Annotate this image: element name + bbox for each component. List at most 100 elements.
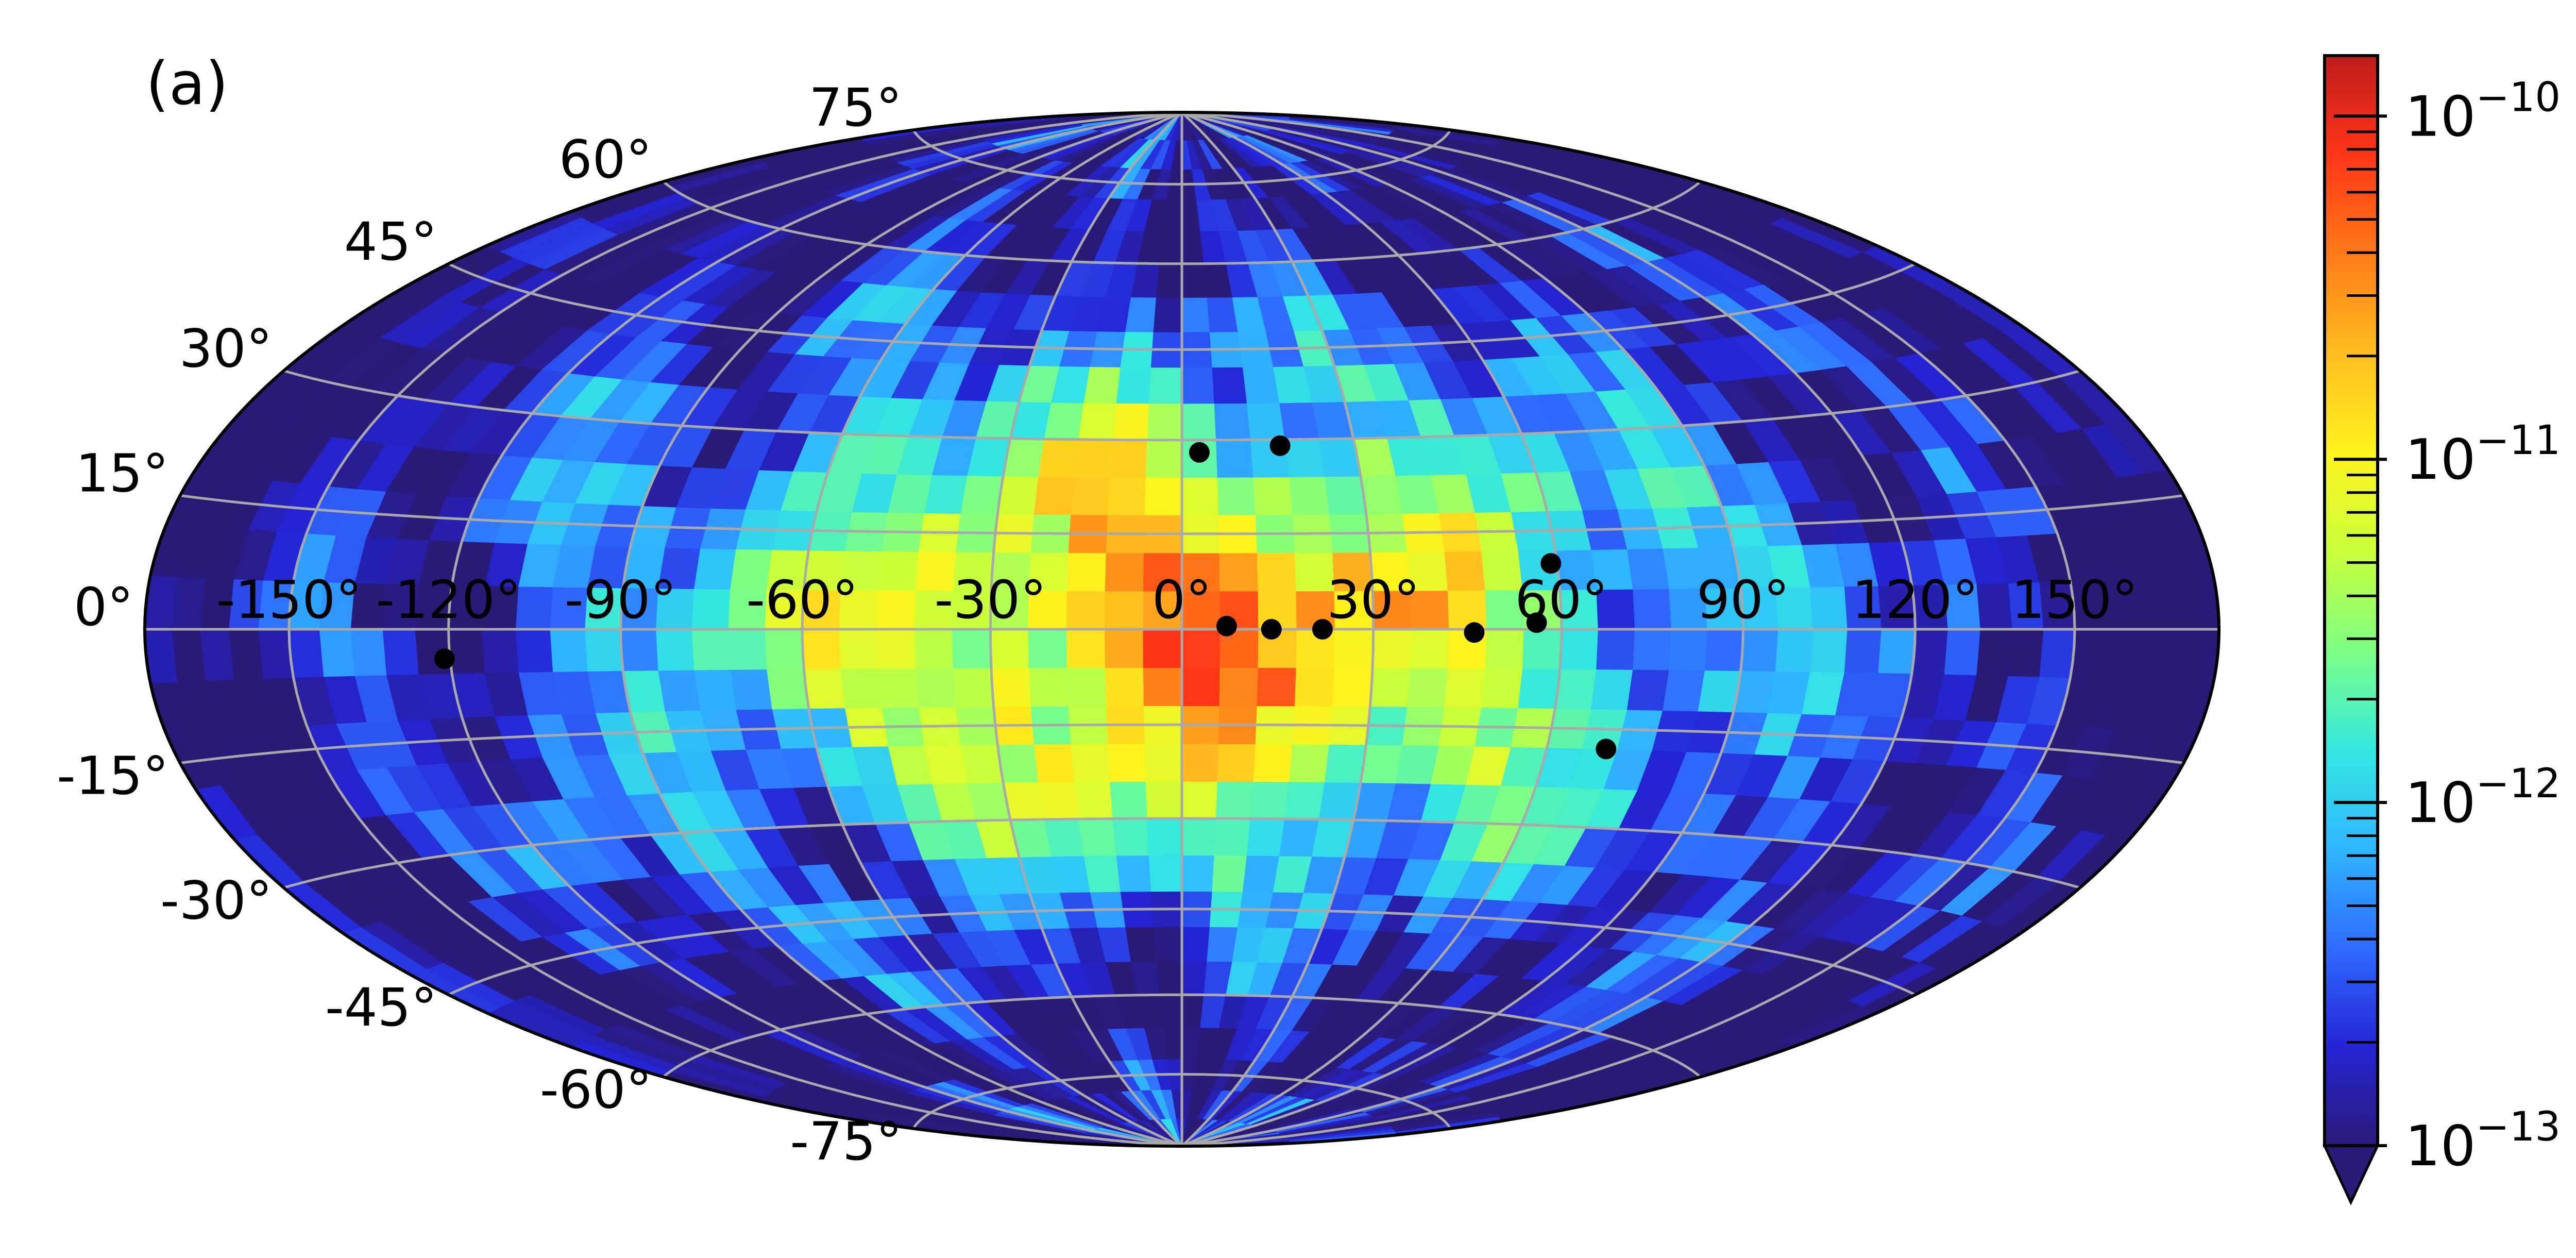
heatmap-cell xyxy=(1216,439,1254,478)
heatmap-cell xyxy=(1110,781,1148,819)
heatmap-cell xyxy=(350,629,387,676)
heatmap-cell xyxy=(802,629,841,669)
heatmap-cell xyxy=(1181,263,1208,298)
latitude-tick-label: -15° xyxy=(57,746,169,807)
graticule-grid xyxy=(145,112,2219,1146)
map-outline xyxy=(143,111,2221,1148)
heatmap-cell xyxy=(1810,629,1849,673)
colorbar-tick-label: 10−12 xyxy=(2405,761,2561,835)
latitude-labels: 75° 60° 45° 30° 15° 0° -15° -30° -45° -60° -75° xyxy=(57,77,902,1172)
source-marker xyxy=(1312,619,1333,640)
heatmap-cell xyxy=(1626,669,1670,711)
heatmap-cell xyxy=(1181,781,1218,819)
heatmap-cell xyxy=(1212,854,1248,892)
heatmap-cell xyxy=(1181,366,1215,404)
heatmap-cell xyxy=(1066,552,1107,592)
heatmap-cell xyxy=(1181,743,1219,782)
heatmap-cell xyxy=(960,475,1004,514)
colorbar-major-ticks: 10−10 10−11 10−12 10−13 xyxy=(2334,74,2561,1179)
heatmap-cell xyxy=(1334,629,1374,668)
heatmap-cell xyxy=(1663,669,1706,712)
source-marker xyxy=(1216,615,1237,636)
heatmap-cell xyxy=(877,550,920,591)
heatmap-cell xyxy=(289,629,325,678)
heatmap-cell xyxy=(1284,781,1326,820)
heatmap-cell xyxy=(1284,439,1326,477)
heatmap-cell xyxy=(1250,781,1290,819)
heatmap-cell xyxy=(1181,477,1219,515)
heatmap-cell xyxy=(1253,476,1293,515)
heatmap-cell xyxy=(691,588,731,630)
colorbar-tick-label: 10−10 xyxy=(2405,74,2561,149)
meridian-line xyxy=(1181,112,1375,1146)
colorbar-tick-label: 10−13 xyxy=(2405,1104,2561,1179)
heatmap-cell xyxy=(960,744,1004,784)
longitude-tick-label: 120° xyxy=(1852,569,1979,631)
heatmap-cell xyxy=(1116,854,1152,892)
source-markers xyxy=(434,435,1617,760)
heatmap-cell xyxy=(1143,667,1182,707)
meridian-line xyxy=(1181,112,1917,1146)
heatmap-cell xyxy=(1219,552,1259,592)
heatmap-cell xyxy=(1596,629,1636,670)
heatmap-cell xyxy=(1944,629,1981,676)
heatmap-cell xyxy=(1554,668,1597,710)
latitude-tick-label: 15° xyxy=(76,443,169,504)
heatmap-cell xyxy=(200,629,235,681)
heatmap-cell xyxy=(1372,629,1412,668)
heatmap-cell xyxy=(1105,629,1144,668)
heatmap-cell xyxy=(1181,926,1211,962)
latitude-tick-label: 60° xyxy=(559,129,652,190)
heatmap-cell xyxy=(550,629,588,672)
heatmap-cell xyxy=(839,629,879,669)
heatmap-cell xyxy=(1148,854,1182,892)
heatmap-cell xyxy=(1147,818,1182,856)
heatmap-cell xyxy=(1071,476,1111,515)
heatmap-cell xyxy=(1145,781,1182,819)
heatmap-cell xyxy=(1878,629,1916,674)
heatmap-cell xyxy=(1217,476,1257,515)
heatmap-cell xyxy=(2158,629,2192,682)
heatmap-cell xyxy=(1078,818,1117,857)
heatmap-cell xyxy=(1740,629,1779,672)
heatmap-cell xyxy=(620,629,659,672)
heatmap-cell xyxy=(1066,629,1106,668)
heatmap-cell xyxy=(481,629,520,674)
heatmap-cell xyxy=(1181,629,1221,668)
heatmap-cell xyxy=(1038,439,1079,477)
heatmap-cell xyxy=(1066,590,1106,630)
heatmap-cell xyxy=(914,629,954,669)
source-marker xyxy=(1189,442,1210,463)
meridian-line xyxy=(447,112,1182,1146)
colorbar: 10−10 10−11 10−12 10−13 xyxy=(2323,54,2561,1205)
heatmap-cell xyxy=(1028,629,1068,668)
heatmap-cell xyxy=(1407,667,1449,708)
heatmap-cell xyxy=(1633,588,1672,630)
heatmap-cell xyxy=(515,629,554,673)
heatmap-cell xyxy=(1143,629,1182,668)
heatmap-cell xyxy=(997,475,1039,515)
longitude-labels: -150° -120° -90° -60° -30° 0° 30° 60° 90° 120° 150… xyxy=(216,569,2138,631)
heatmap-cell xyxy=(1144,743,1182,782)
heatmap-cell xyxy=(1105,552,1145,592)
heatmap-cell xyxy=(728,629,768,670)
heatmap-cell xyxy=(1844,629,1883,674)
heatmap-cell xyxy=(990,629,1030,668)
heatmap-cell xyxy=(1125,296,1157,332)
heatmap-cell xyxy=(1181,854,1215,892)
latitude-tick-label: -30° xyxy=(160,870,273,932)
heatmap-cell xyxy=(585,629,624,672)
heatmap-cell xyxy=(1257,667,1297,707)
longitude-tick-label: 90° xyxy=(1697,569,1790,631)
heatmap-cell xyxy=(997,744,1039,783)
heatmap-cell xyxy=(693,669,737,711)
source-marker xyxy=(1269,435,1291,456)
heatmap-cell xyxy=(1181,667,1221,707)
source-marker xyxy=(434,648,455,669)
heatmap-cell xyxy=(1107,476,1147,515)
heatmap-cell xyxy=(1033,476,1075,515)
heatmap-cell xyxy=(1444,550,1486,591)
heatmap-cell xyxy=(1485,629,1525,669)
heatmap-cell xyxy=(1518,668,1561,709)
longitude-tick-label: 0° xyxy=(1152,569,1212,631)
